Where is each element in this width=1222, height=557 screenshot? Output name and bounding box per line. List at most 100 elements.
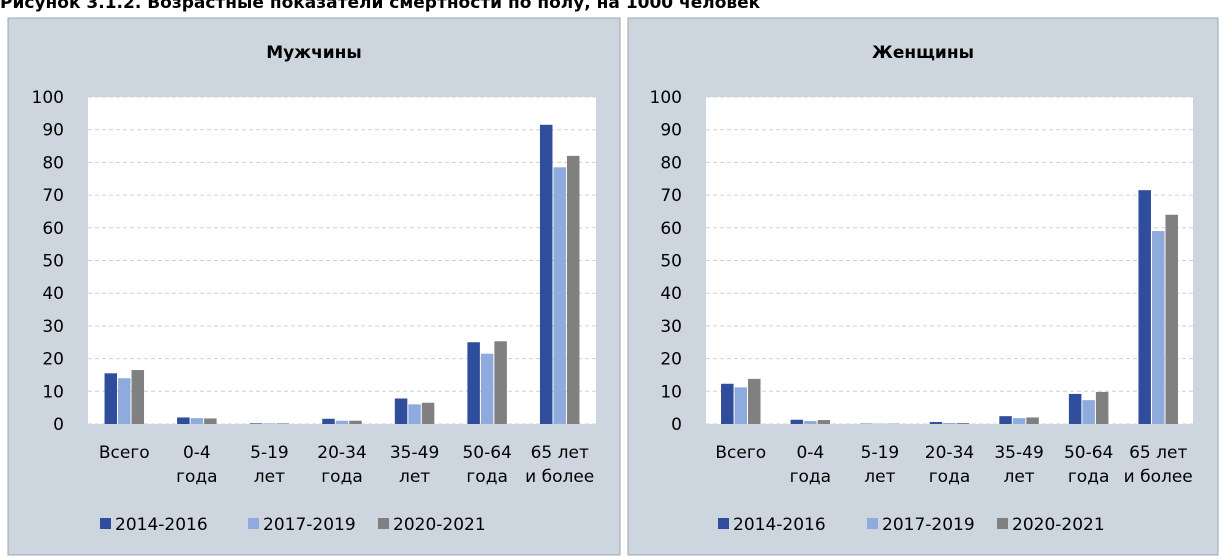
bar bbox=[467, 342, 480, 424]
y-tick-label: 0 bbox=[671, 415, 682, 435]
bar bbox=[804, 421, 817, 424]
bar bbox=[131, 370, 145, 424]
bar bbox=[349, 420, 362, 424]
bar bbox=[553, 167, 566, 424]
bar bbox=[118, 378, 131, 424]
legend-label: 2020-2021 bbox=[393, 515, 486, 535]
bar bbox=[394, 398, 408, 424]
y-tick-label: 30 bbox=[660, 317, 682, 337]
bar bbox=[1095, 391, 1109, 424]
bar bbox=[790, 419, 804, 424]
x-tick-label: года bbox=[176, 467, 218, 487]
x-tick-label: 35-49 bbox=[994, 443, 1043, 463]
x-tick-label: лет bbox=[1003, 467, 1034, 487]
bar bbox=[276, 423, 290, 424]
x-tick-label: 50-64 bbox=[1064, 443, 1113, 463]
y-tick-label: 20 bbox=[660, 350, 682, 370]
bar bbox=[1082, 400, 1095, 424]
bar bbox=[1138, 190, 1151, 424]
bar bbox=[204, 418, 217, 424]
y-tick-label: 90 bbox=[42, 121, 64, 141]
x-tick-label: 0-4 bbox=[796, 443, 824, 463]
bar bbox=[1026, 417, 1039, 424]
legend-swatch bbox=[378, 518, 389, 529]
x-tick-label: года bbox=[321, 467, 363, 487]
y-tick-label: 80 bbox=[42, 153, 64, 173]
y-tick-label: 100 bbox=[650, 88, 682, 108]
x-tick-label: 5-19 bbox=[861, 443, 900, 463]
x-tick-label: года bbox=[790, 467, 832, 487]
legend-swatch bbox=[867, 518, 878, 529]
bar bbox=[943, 423, 956, 424]
y-tick-label: 80 bbox=[660, 153, 682, 173]
y-tick-label: 100 bbox=[32, 88, 64, 108]
y-tick-label: 30 bbox=[42, 317, 64, 337]
bar bbox=[249, 423, 263, 424]
legend-label: 2017-2019 bbox=[263, 515, 356, 535]
x-tick-label: года bbox=[929, 467, 971, 487]
bar bbox=[566, 155, 580, 425]
bar bbox=[721, 383, 734, 424]
x-tick-label: 50-64 bbox=[462, 443, 511, 463]
x-tick-label: и более bbox=[525, 467, 594, 487]
bar bbox=[335, 420, 349, 424]
bar bbox=[263, 423, 276, 424]
x-tick-label: 65 лет bbox=[531, 443, 589, 463]
x-tick-label: Всего bbox=[715, 443, 766, 463]
y-tick-label: 40 bbox=[660, 284, 682, 304]
legend-swatch bbox=[100, 518, 111, 529]
bar bbox=[421, 402, 435, 424]
y-tick-label: 0 bbox=[53, 415, 64, 435]
x-tick-label: 0-4 bbox=[183, 443, 211, 463]
legend-swatch bbox=[718, 518, 729, 529]
bar bbox=[408, 404, 421, 424]
bar bbox=[1012, 418, 1026, 424]
x-tick-label: года bbox=[466, 467, 508, 487]
bar bbox=[322, 418, 335, 424]
bar bbox=[1068, 393, 1082, 424]
x-tick-label: 20-34 bbox=[317, 443, 366, 463]
x-tick-label: 20-34 bbox=[925, 443, 974, 463]
x-tick-label: лет bbox=[254, 467, 285, 487]
y-tick-label: 10 bbox=[660, 382, 682, 402]
y-tick-label: 90 bbox=[660, 121, 682, 141]
plot-area bbox=[706, 97, 1193, 424]
x-tick-label: 5-19 bbox=[250, 443, 289, 463]
legend-swatch bbox=[997, 518, 1008, 529]
bar bbox=[956, 423, 970, 424]
bar bbox=[480, 353, 494, 424]
bar bbox=[748, 378, 761, 424]
y-tick-label: 50 bbox=[42, 252, 64, 272]
x-tick-label: Всего bbox=[99, 443, 150, 463]
chart-title: Женщины bbox=[872, 43, 974, 63]
x-tick-label: лет bbox=[399, 467, 430, 487]
x-tick-label: и более bbox=[1124, 467, 1193, 487]
y-tick-label: 70 bbox=[42, 186, 64, 206]
y-tick-label: 10 bbox=[42, 382, 64, 402]
bar bbox=[494, 341, 507, 424]
bar bbox=[999, 416, 1012, 424]
bar bbox=[929, 422, 943, 424]
bar bbox=[734, 387, 748, 424]
bar bbox=[1151, 231, 1165, 424]
y-tick-label: 20 bbox=[42, 350, 64, 370]
x-tick-label: 35-49 bbox=[390, 443, 439, 463]
figure-title: Рисунок 3.1.2. Возрастные показатели сме… bbox=[0, 0, 761, 13]
y-tick-label: 60 bbox=[660, 219, 682, 239]
bar bbox=[104, 373, 118, 424]
x-tick-label: 65 лет bbox=[1129, 443, 1187, 463]
legend-label: 2017-2019 bbox=[882, 515, 975, 535]
legend-label: 2014-2016 bbox=[733, 515, 826, 535]
bar bbox=[190, 418, 204, 424]
legend-label: 2014-2016 bbox=[115, 515, 208, 535]
bar bbox=[177, 417, 190, 424]
legend-label: 2020-2021 bbox=[1012, 515, 1105, 535]
legend-swatch bbox=[248, 518, 259, 529]
y-tick-label: 50 bbox=[660, 252, 682, 272]
y-tick-label: 40 bbox=[42, 284, 64, 304]
chart-title: Мужчины bbox=[266, 43, 362, 63]
bar bbox=[817, 420, 831, 424]
bar bbox=[1165, 214, 1178, 424]
x-tick-label: лет bbox=[864, 467, 895, 487]
